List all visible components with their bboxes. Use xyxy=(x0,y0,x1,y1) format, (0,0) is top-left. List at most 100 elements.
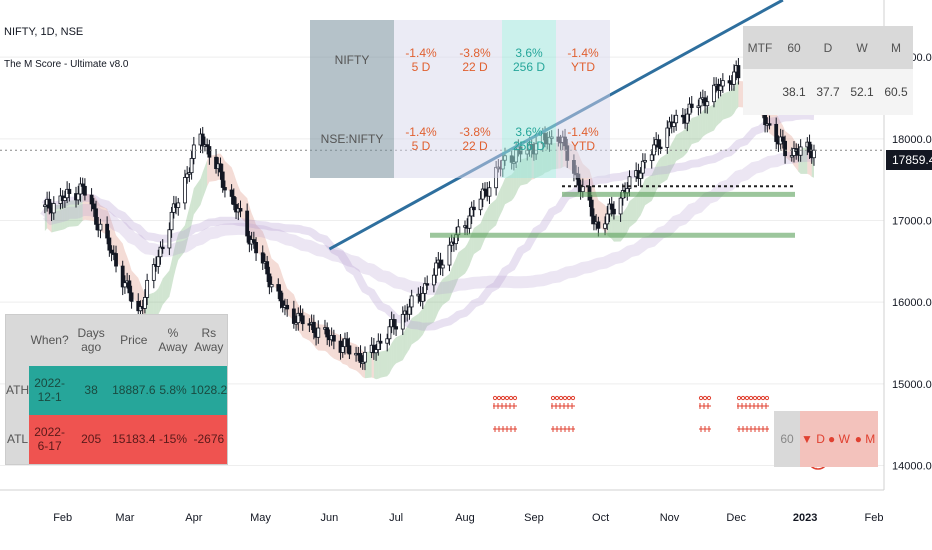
trend-band xyxy=(467,239,470,271)
trend-band xyxy=(489,199,497,232)
trend-band xyxy=(207,155,210,187)
candle-body xyxy=(307,323,312,326)
trend-band xyxy=(436,285,439,318)
trend-band xyxy=(456,252,459,285)
trend-band xyxy=(153,290,157,319)
candle-body xyxy=(672,122,676,127)
signal-marker xyxy=(736,395,742,401)
indicator-legend: The M Score - Ultimate v8.0 xyxy=(4,59,129,70)
trend-band xyxy=(67,200,70,228)
candle-body xyxy=(423,283,427,294)
candle-body xyxy=(440,264,445,269)
candle-body xyxy=(780,136,785,142)
candle-body xyxy=(89,194,94,205)
return-cell: -1.4% 5 D xyxy=(394,99,448,178)
trend-band xyxy=(409,318,412,350)
candle-body xyxy=(267,273,272,288)
x-tick-label: May xyxy=(250,512,271,524)
trend-band xyxy=(660,153,668,184)
trend-band xyxy=(391,339,394,370)
trend-band xyxy=(378,351,381,379)
trend-band xyxy=(69,200,77,227)
candle-body xyxy=(269,284,274,288)
signal-marker xyxy=(748,395,754,401)
candle-body xyxy=(360,361,365,365)
candle-body xyxy=(658,146,663,150)
trend-band xyxy=(407,323,410,353)
trend-band xyxy=(438,281,441,312)
candle-body xyxy=(407,306,412,315)
trend-band xyxy=(191,188,194,225)
trend-band xyxy=(500,183,503,215)
trend-band xyxy=(420,308,423,338)
candle-body xyxy=(685,113,690,124)
atl-cell: -2676 xyxy=(190,414,228,465)
x-tick-label: Sep xyxy=(524,512,544,524)
candle-body xyxy=(300,315,305,325)
signal-marker xyxy=(740,395,746,401)
trend-band xyxy=(453,258,457,290)
trend-band xyxy=(178,225,185,261)
trend-band xyxy=(498,188,501,220)
candle-body xyxy=(160,246,165,250)
trend-band xyxy=(111,221,114,255)
candle-body xyxy=(487,187,492,197)
candle-body xyxy=(80,183,85,187)
trend-band xyxy=(404,326,408,357)
candle-body xyxy=(689,103,694,108)
signal-marker xyxy=(550,395,556,401)
candle-body xyxy=(774,123,779,142)
candle-body xyxy=(207,146,212,158)
candle-body xyxy=(378,340,383,344)
candle-body xyxy=(420,292,425,302)
candle-body xyxy=(218,163,223,173)
candle-body xyxy=(720,80,725,87)
trend-band xyxy=(449,268,452,301)
trend-band xyxy=(636,192,639,222)
candle-body xyxy=(400,313,405,330)
x-tick-label: Nov xyxy=(660,512,680,524)
candle-body xyxy=(807,141,812,153)
trend-band xyxy=(733,83,737,114)
candle-body xyxy=(183,177,187,204)
candle-body xyxy=(187,172,192,175)
candle-body xyxy=(158,246,163,258)
trend-band xyxy=(396,334,403,364)
signal-table: 60 ▼ D ● W ● M xyxy=(774,411,878,467)
candle-body xyxy=(347,345,352,355)
candle-body xyxy=(345,338,350,347)
ath-cell: 1028.2 xyxy=(190,365,228,415)
trend-band xyxy=(625,206,628,236)
signal-marker xyxy=(496,395,502,401)
atl-cell: 2022-6-17 xyxy=(29,414,71,465)
trend-band xyxy=(173,241,177,277)
trend-band xyxy=(309,314,312,343)
trend-band xyxy=(658,157,661,187)
trend-band xyxy=(465,243,468,274)
mtf-header: MTF xyxy=(743,26,777,69)
candle-body xyxy=(285,304,290,310)
candle-body xyxy=(276,284,281,292)
ath-header: Price xyxy=(112,314,156,366)
trend-band xyxy=(187,207,190,243)
candle-body xyxy=(394,326,398,330)
candle-body xyxy=(83,185,87,196)
candle-body xyxy=(229,189,234,197)
return-cell: -1.4% YTD xyxy=(556,20,610,99)
trend-band xyxy=(356,344,359,373)
trend-band xyxy=(249,206,252,240)
atl-cell: 15183.4 xyxy=(112,414,156,465)
candle-body xyxy=(605,213,610,225)
candle-body xyxy=(674,114,679,124)
candle-body xyxy=(191,144,196,159)
mtf-table: MTF 60 D W M 38.1 37.7 52.1 60.5 xyxy=(743,26,913,115)
trend-band xyxy=(496,192,499,226)
candle-body xyxy=(171,203,176,213)
y-tick-label: 15000.00 xyxy=(892,379,932,391)
candle-body xyxy=(680,114,685,118)
candle-body xyxy=(447,244,452,266)
mtf-header: 60 xyxy=(777,26,811,69)
candle-body xyxy=(589,199,594,217)
signal-marker xyxy=(508,395,514,401)
trend-band xyxy=(147,292,154,321)
